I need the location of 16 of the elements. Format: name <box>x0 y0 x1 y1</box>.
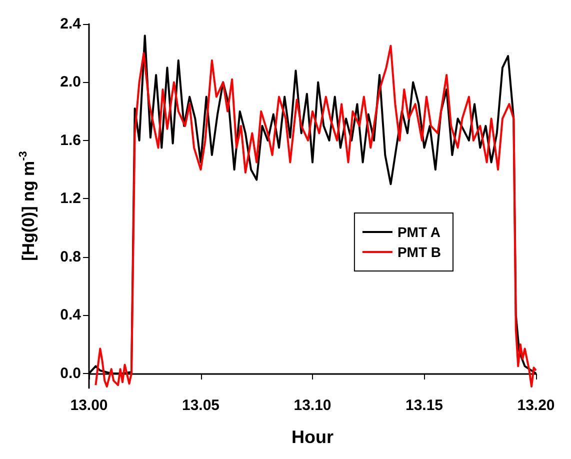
x-tick-label: 13.20 <box>517 397 555 414</box>
x-tick-label: 13.10 <box>294 397 332 414</box>
y-tick-label: 0.8 <box>60 248 81 266</box>
y-tick-label: 1.2 <box>60 190 81 208</box>
y-tick-label: 2.0 <box>60 74 81 91</box>
x-tick-label: 13.00 <box>70 397 108 414</box>
y-tick-label: 0.0 <box>60 364 81 382</box>
y-axis-title: [Hg(0)] ng m-3 <box>18 151 38 261</box>
legend-label: PMT A <box>397 224 440 240</box>
x-tick-label: 13.05 <box>182 397 220 414</box>
legend-label: PMT B <box>397 244 442 260</box>
x-axis-title: Hour <box>292 427 334 447</box>
y-tick-label: 0.4 <box>60 306 82 324</box>
x-tick-label: 13.15 <box>405 397 444 414</box>
y-tick-label: 2.4 <box>60 16 82 32</box>
y-tick-label: 1.6 <box>60 132 81 149</box>
